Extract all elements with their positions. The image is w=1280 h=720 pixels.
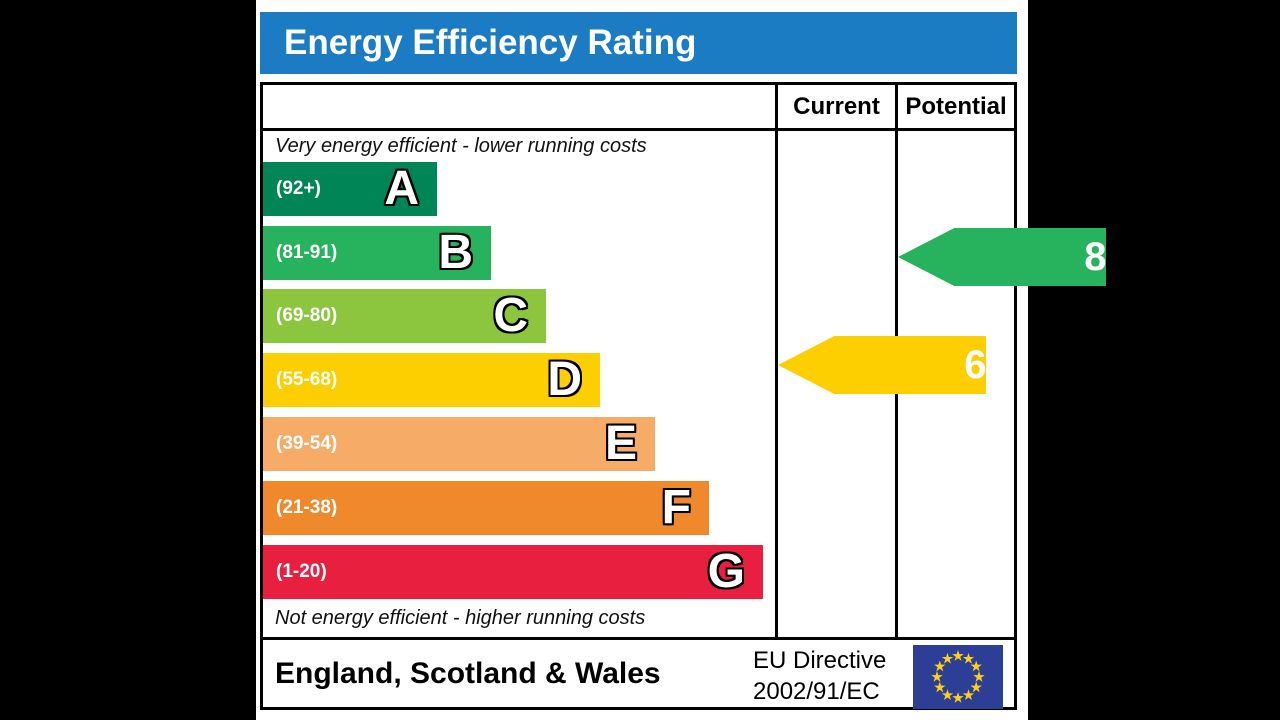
band-row-F: (21-38) F xyxy=(263,481,709,535)
band-range-label: (55-68) xyxy=(276,369,338,390)
band-row-G: (1-20) G xyxy=(263,545,763,599)
band-range-label: (21-38) xyxy=(276,497,338,518)
column-separator-current xyxy=(775,85,778,637)
band-letter: C xyxy=(493,289,528,342)
band-letter: B xyxy=(438,226,473,279)
band-range-label: (92+) xyxy=(276,178,321,199)
band-letter: A xyxy=(384,162,419,215)
band-row-B: (81-91) B xyxy=(263,226,491,280)
column-header-current: Current xyxy=(793,92,880,120)
header-divider-line xyxy=(263,128,1014,131)
eu-directive-label: EU Directive 2002/91/EC xyxy=(753,645,886,707)
chart-title: Energy Efficiency Rating xyxy=(284,23,697,62)
current-rating-value: 65 xyxy=(964,342,1009,387)
eu-directive-line2: 2002/91/EC xyxy=(753,678,880,705)
band-letter: D xyxy=(547,353,582,406)
band-letter: F xyxy=(661,481,691,534)
band-range-label: (81-91) xyxy=(276,242,338,263)
efficiency-note-bottom: Not energy efficient - higher running co… xyxy=(275,607,646,629)
column-header-potential: Potential xyxy=(905,92,1007,120)
band-letter: E xyxy=(604,417,637,470)
band-range-label: (1-20) xyxy=(276,561,327,582)
efficiency-note-top: Very energy efficient - lower running co… xyxy=(275,135,647,157)
potential-rating-value: 85 xyxy=(1084,234,1129,279)
band-row-D: (55-68) D xyxy=(263,353,600,407)
band-range-label: (69-80) xyxy=(276,305,338,326)
chart-title-bar: Energy Efficiency Rating xyxy=(260,12,1017,74)
eu-directive-line1: EU Directive xyxy=(753,647,887,674)
band-row-A: (92+) A xyxy=(263,162,437,216)
chart-canvas: Energy Efficiency Rating Current Potenti… xyxy=(256,0,1107,720)
band-range-label: (39-54) xyxy=(276,433,338,454)
band-row-C: (69-80) C xyxy=(263,289,546,343)
eu-flag-icon xyxy=(913,645,1003,709)
rating-table-border xyxy=(260,82,1017,710)
footer-divider-line xyxy=(263,637,1014,640)
region-label: England, Scotland & Wales xyxy=(275,657,661,690)
band-letter: G xyxy=(707,545,745,598)
band-row-E: (39-54) E xyxy=(263,417,655,471)
